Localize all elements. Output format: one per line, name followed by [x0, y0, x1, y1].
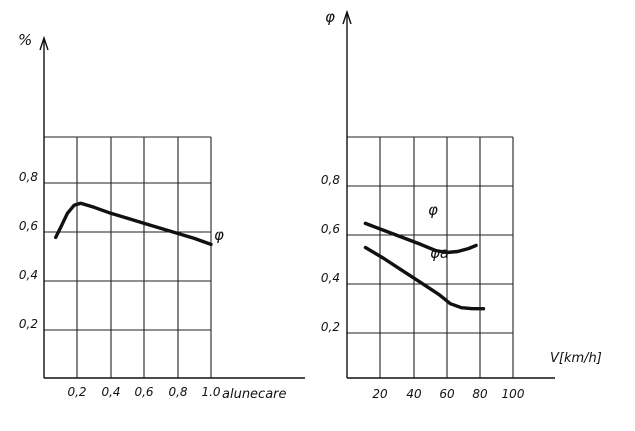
series-label: φa — [430, 244, 449, 262]
y-tick-label: 0,2 — [19, 317, 38, 331]
series-line-0 — [54, 201, 213, 247]
y-axis-arrow — [39, 35, 49, 51]
x-tick-label: 0,6 — [134, 385, 153, 399]
chart-speed-coefficient: φ V[km/h] 20 40 60 80 100 0,2 0,4 0,6 0,8 φ φa — [321, 8, 602, 401]
y-axis-label: % — [18, 31, 32, 49]
x-tick-label: 20 — [372, 387, 388, 401]
series-label: φ — [214, 226, 224, 244]
x-tick-label: 60 — [439, 387, 455, 401]
x-tick-label: 80 — [472, 387, 488, 401]
x-tick-label: 0,2 — [67, 385, 86, 399]
x-axis-label: alunecare — [222, 387, 287, 402]
x-tick-label: 100 — [502, 387, 525, 401]
y-tick-label: 0,8 — [321, 173, 340, 187]
series-line-0 — [363, 221, 478, 255]
x-tick-label: 40 — [406, 387, 422, 401]
y-tick-label: 0,2 — [321, 320, 340, 334]
x-tick-label: 1.0 — [201, 385, 220, 399]
y-tick-label: 0,8 — [19, 170, 38, 184]
y-tick-label: 0,4 — [321, 271, 340, 285]
y-tick-label: 0,6 — [321, 222, 340, 236]
y-tick-label: 0,6 — [19, 219, 38, 233]
y-tick-label: 0,4 — [19, 268, 38, 282]
x-tick-label: 0,8 — [168, 385, 187, 399]
y-axis-arrow — [342, 9, 352, 25]
x-axis-label: V[km/h] — [550, 351, 602, 366]
chart-slip-coefficient: % alunecare 0,2 0,4 0,6 0,8 1.0 0,2 0,4 0,6 0,8 φ — [18, 31, 305, 402]
x-tick-label: 0,4 — [101, 385, 120, 399]
series-label: φ — [428, 201, 438, 219]
y-axis-label: φ — [325, 8, 335, 26]
series-line-1 — [363, 245, 486, 311]
